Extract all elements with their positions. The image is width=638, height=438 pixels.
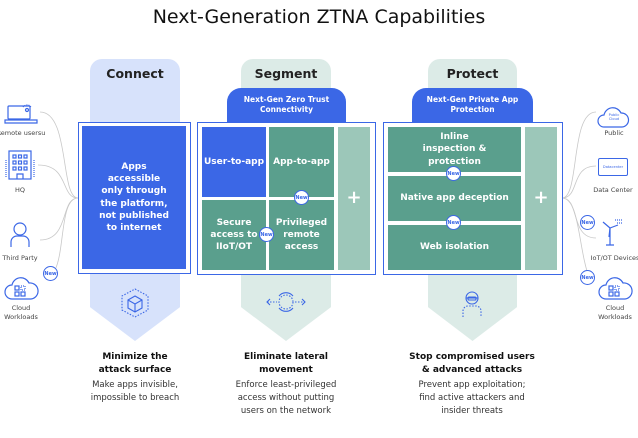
building-icon (5, 150, 35, 180)
segment-desc: Enforce least-privileged access without … (235, 380, 337, 416)
hacker-icon (462, 291, 482, 317)
new-badge: New (446, 166, 461, 181)
cell-user-to-app: User-to-app (202, 127, 266, 197)
segment-box: User-to-app App-to-app Secure access to … (197, 122, 376, 275)
cell-inline-inspection: Inline inspection & protection (388, 127, 521, 172)
connect-box: Apps accessible only through the platfor… (78, 122, 191, 274)
cloud-workloads-icon (4, 277, 39, 300)
datacenter-icon: Datacenter (598, 158, 628, 176)
segment-plus: + (338, 127, 370, 270)
segment-heading: Eliminate lateral movement (244, 352, 328, 375)
target-label: Public (604, 129, 624, 137)
connect-label: Connect (106, 66, 164, 81)
protect-plus: + (525, 127, 557, 270)
connect-heading: Minimize the attack surface (98, 352, 172, 375)
public-cloud-icon-text: Public Cloud (608, 113, 620, 122)
person-icon (10, 222, 30, 247)
new-badge: New (446, 215, 461, 230)
source-label: Remote usersu (0, 129, 46, 137)
cell-secure-access-iiot: Secure access to IIoT/OT (202, 200, 266, 270)
connect-desc: Make apps invisible, impossible to breac… (90, 380, 180, 403)
datacenter-icon-text: Datacenter (602, 165, 624, 169)
protect-tab: Next-Gen Private App Protection (412, 88, 533, 122)
segment-tab: Next-Gen Zero Trust Connectivity (227, 88, 346, 122)
source-label: Cloud Workloads (4, 304, 38, 322)
connect-description: Apps accessible only through the platfor… (82, 126, 186, 269)
wind-turbine-icon (602, 219, 623, 246)
new-badge: New (294, 190, 309, 205)
cell-privileged-remote-access: Privileged remote access (269, 200, 334, 270)
laptop-wifi-icon (4, 104, 38, 124)
new-badge: New (43, 266, 58, 281)
protect-label: Protect (446, 66, 499, 81)
protect-box: Inline inspection & protection Native ap… (383, 122, 563, 275)
network-arrows-icon (266, 292, 306, 312)
new-badge: New (259, 227, 274, 242)
target-label: Cloud Workloads (598, 304, 632, 322)
source-label: Third Party (2, 254, 38, 262)
public-cloud-icon (597, 107, 630, 128)
cell-app-to-app: App-to-app (269, 127, 334, 197)
protect-heading: Stop compromised users & advanced attack… (409, 352, 535, 375)
segment-label: Segment (254, 66, 318, 81)
cube-icon (121, 288, 149, 318)
target-label: Data Center (593, 186, 633, 194)
new-badge: New (580, 215, 595, 230)
cell-web-isolation: Web isolation (388, 225, 521, 270)
cloud-workloads-icon (598, 277, 633, 300)
protect-desc: Prevent app exploitation; find active at… (418, 380, 526, 416)
page-title: Next-Generation ZTNA Capabilities (152, 6, 486, 28)
cell-native-app-deception: Native app deception (388, 176, 521, 221)
new-badge: New (580, 270, 595, 285)
target-label: IoT/OT Devices (590, 254, 638, 262)
source-label: HQ (14, 186, 25, 194)
